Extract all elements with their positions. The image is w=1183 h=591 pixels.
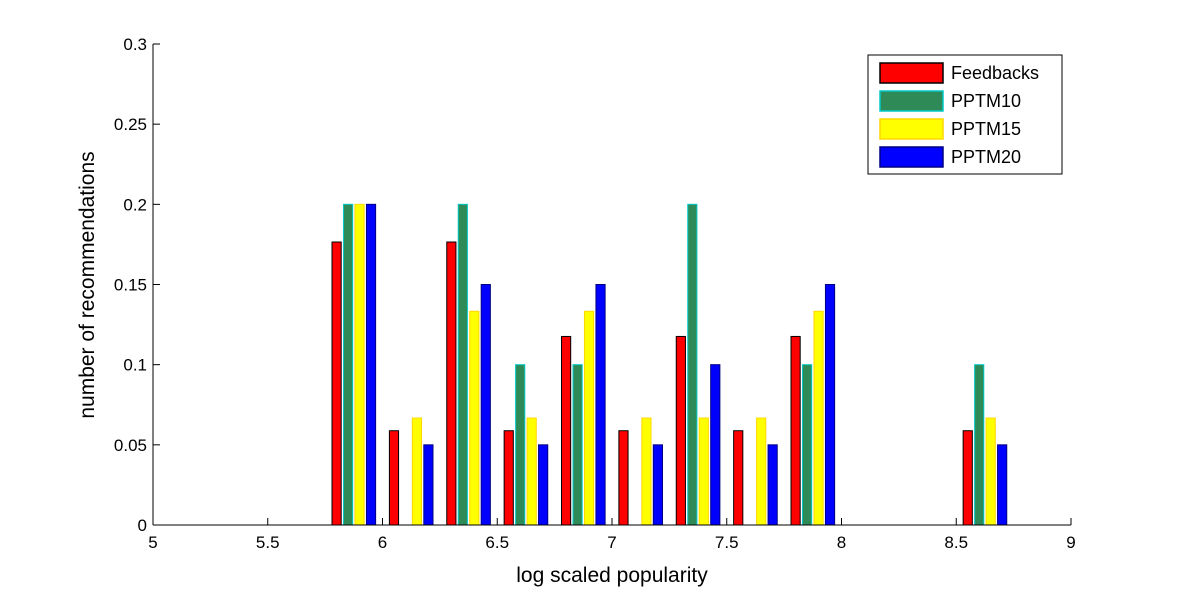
bar-pptm20-9 <box>710 364 721 526</box>
x-tick-label: 6 <box>378 533 387 552</box>
bar-pptm10-9 <box>687 203 698 526</box>
bar-feedbacks-9 <box>675 335 686 526</box>
x-tick-label: 7 <box>607 533 616 552</box>
bar-pptm15-10 <box>756 417 767 526</box>
legend-label-pptm20: PPTM20 <box>951 147 1021 167</box>
bar-pptm10-7 <box>572 364 583 526</box>
bar-pptm15-11 <box>813 310 824 526</box>
y-tick-label: 0 <box>138 516 147 535</box>
bar-feedbacks-7 <box>561 335 572 526</box>
bar-feedbacks-5 <box>446 241 457 526</box>
legend-label-pptm15: PPTM15 <box>951 119 1021 139</box>
x-tick-label: 9 <box>1066 533 1075 552</box>
bar-feedbacks-10 <box>733 430 744 526</box>
legend-swatch-pptm20 <box>879 146 944 168</box>
y-tick-label: 0.2 <box>123 195 147 214</box>
bar-pptm15-9 <box>698 417 709 526</box>
x-tick-label: 5.5 <box>256 533 280 552</box>
bar-feedbacks-3 <box>331 241 342 526</box>
x-tick-label: 5 <box>148 533 157 552</box>
bar-pptm10-14 <box>974 364 985 526</box>
bar-pptm10-11 <box>801 364 813 526</box>
x-tick-label: 6.5 <box>485 533 509 552</box>
x-axis-label: log scaled popularity <box>516 564 708 587</box>
x-tick-label: 8.5 <box>944 533 968 552</box>
y-tick-label: 0.05 <box>114 436 147 455</box>
bar-pptm20-11 <box>824 284 836 526</box>
bar-feedbacks-14 <box>962 430 973 526</box>
y-tick-label: 0.1 <box>123 356 147 375</box>
bar-pptm15-8 <box>641 417 652 526</box>
bar-pptm20-8 <box>652 444 663 526</box>
bar-pptm20-10 <box>767 444 778 526</box>
bar-feedbacks-8 <box>618 430 629 526</box>
legend-label-pptm10: PPTM10 <box>951 91 1021 111</box>
bar-pptm20-3 <box>365 203 377 526</box>
bar-pptm15-14 <box>985 417 996 526</box>
bar-pptm20-4 <box>423 444 434 526</box>
bar-feedbacks-11 <box>790 335 801 526</box>
axes-group: 5 5.5 6 6.5 7 7.5 8 8.5 9 0 0.05 0.1 0.15 0.2 0.25 0.3 <box>114 35 1076 552</box>
bar-pptm20-5 <box>480 284 491 526</box>
legend-swatch-pptm15 <box>879 118 944 140</box>
bar-pptm10-5 <box>457 203 468 526</box>
legend: Feedbacks PPTM10 PPTM15 PPTM20 <box>867 54 1063 175</box>
bar-pptm15-5 <box>469 310 480 526</box>
legend-label-feedbacks: Feedbacks <box>951 63 1039 83</box>
bar-pptm15-4 <box>411 417 423 526</box>
bar-pptm20-14 <box>997 444 1008 526</box>
y-tick-label: 0.25 <box>114 115 147 134</box>
y-axis-label: number of recommendations <box>76 151 99 418</box>
y-tick-label: 0.15 <box>114 276 147 295</box>
bar-pptm20-6 <box>538 444 549 526</box>
bar-feedbacks-4 <box>388 430 400 526</box>
legend-swatch-feedbacks <box>879 62 944 84</box>
y-tick-label: 0.3 <box>123 35 147 54</box>
bar-pptm10-3 <box>342 203 354 526</box>
bar-pptm15-7 <box>583 310 595 526</box>
legend-swatch-pptm10 <box>879 90 944 112</box>
bar-pptm20-7 <box>595 284 606 526</box>
x-tick-label: 7.5 <box>715 533 739 552</box>
bar-pptm15-6 <box>526 417 537 526</box>
bar-pptm15-3 <box>354 203 365 526</box>
bar-pptm10-6 <box>515 364 526 526</box>
x-tick-label: 8 <box>837 533 846 552</box>
bar-feedbacks-6 <box>503 430 514 526</box>
